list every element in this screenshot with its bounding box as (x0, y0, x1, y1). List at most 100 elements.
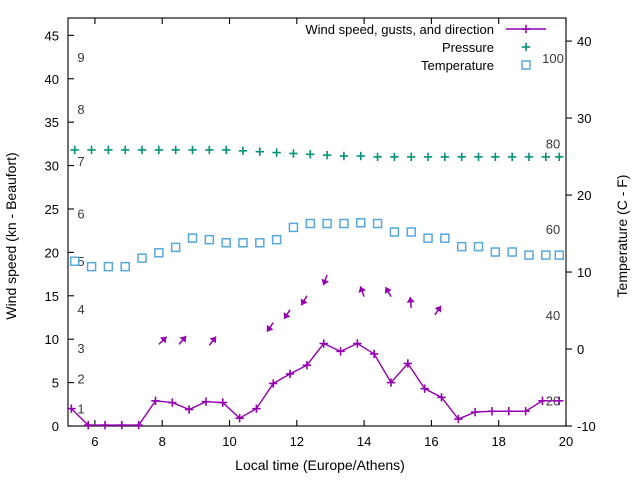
wind-direction-arrow-icon (406, 296, 415, 309)
beaufort-label: 9 (77, 50, 84, 65)
y-axis-title: Wind speed (kn - Beaufort) (3, 152, 19, 319)
x-tick-label: 16 (424, 434, 438, 449)
series-plus (70, 145, 564, 162)
y-tick-label: 40 (45, 72, 59, 87)
square-marker (120, 261, 130, 272)
square-marker (238, 238, 248, 248)
y-tick-label: 30 (45, 159, 59, 174)
square-marker (372, 218, 383, 229)
beaufort-label: 8 (77, 102, 84, 117)
x-tick-label: 10 (222, 434, 236, 449)
square-marker (521, 60, 531, 70)
beaufort-label: 3 (77, 341, 84, 356)
y-tick-label: 10 (45, 332, 59, 347)
square-marker (322, 218, 332, 229)
arrow-head (266, 324, 274, 332)
x-tick-label: 14 (357, 434, 371, 449)
wind-direction-arrow-icon (266, 322, 274, 333)
square-marker (69, 256, 80, 267)
legend-label: Temperature (421, 58, 494, 73)
arrow-head (283, 312, 291, 319)
square-marker (137, 253, 147, 263)
square-marker (255, 238, 265, 248)
square-marker (423, 233, 433, 243)
square-marker (86, 261, 97, 272)
square-marker (221, 238, 231, 248)
beaufort-label: 7 (77, 154, 84, 169)
axis-titles: Wind speed (kn - Beaufort) Temperature (… (3, 152, 630, 473)
square-marker (305, 218, 316, 229)
beaufort-label: 1 (77, 402, 84, 417)
y2-tick-label: 30 (577, 111, 591, 126)
square-marker (187, 233, 198, 243)
x-tick-label: 20 (559, 434, 573, 449)
y2-tick-label: 0 (577, 342, 584, 357)
x-tick-label: 18 (491, 434, 505, 449)
wind-direction-arrow-icon (283, 309, 291, 320)
wind-direction-layer (158, 274, 442, 346)
y-tick-label: 15 (45, 289, 59, 304)
y-tick-label: 25 (45, 202, 59, 217)
fahrenheit-label: 100 (542, 51, 564, 66)
y2-axis-title: Temperature (C - F) (614, 175, 630, 298)
square-marker (103, 261, 114, 272)
wind-direction-arrow-icon (178, 335, 187, 345)
arrow-head (434, 305, 442, 313)
legend-label: Pressure (442, 40, 494, 55)
square-marker (154, 248, 164, 258)
y2-tick-label: 10 (577, 265, 591, 280)
series-square (69, 218, 565, 272)
square-marker (507, 247, 517, 257)
arrow-head (300, 298, 308, 306)
square-marker (271, 234, 282, 245)
square-marker (541, 250, 551, 260)
x-tick-label: 12 (290, 434, 304, 449)
legend: Wind speed, gusts, and direction Pressure… (305, 22, 546, 73)
x-tick-label: 8 (159, 434, 166, 449)
square-marker (490, 247, 501, 257)
arrow-head (321, 278, 329, 286)
square-marker (288, 222, 299, 233)
x-axis-title: Local time (Europe/Athens) (235, 457, 405, 473)
square-marker (389, 227, 400, 237)
square-marker (554, 250, 565, 260)
square-marker (473, 241, 484, 252)
beaufort-label: 6 (77, 206, 84, 221)
y-tick-label: 35 (45, 115, 59, 130)
legend-marker (521, 60, 531, 70)
wind-direction-arrow-icon (158, 336, 168, 345)
beaufort-label: 4 (77, 302, 84, 317)
y-tick-label: 0 (52, 419, 59, 434)
square-marker (524, 250, 534, 260)
arrow-head (358, 286, 366, 293)
fahrenheit-label: 60 (546, 222, 560, 237)
fahrenheit-label: 80 (546, 136, 560, 151)
square-marker (456, 241, 467, 252)
y-tick-label: 45 (45, 28, 59, 43)
y2-tick-label: 40 (577, 34, 591, 49)
series-plus-line (67, 339, 564, 430)
wind-direction-arrow-icon (384, 286, 392, 298)
y2-tick-label: -10 (577, 419, 596, 434)
wind-direction-arrow-icon (358, 286, 366, 297)
square-marker (440, 233, 450, 243)
plot-frame (67, 17, 567, 427)
y-tick-label: 20 (45, 245, 59, 260)
wind-direction-arrow-icon (300, 295, 308, 306)
beaufort-label: 5 (77, 254, 84, 269)
x-tick-label: 6 (91, 434, 98, 449)
square-marker (406, 227, 416, 237)
arrow-head (159, 336, 167, 344)
wind-direction-arrow-icon (208, 336, 217, 346)
series-line (70, 342, 560, 426)
legend-label: Wind speed, gusts, and direction (305, 22, 494, 37)
legend-marker (521, 42, 531, 52)
wind-direction-arrow-icon (434, 305, 442, 316)
beaufort-label: 2 (77, 371, 84, 386)
square-marker (170, 242, 181, 253)
y-tick-label: 5 (52, 376, 59, 391)
legend-marker (506, 24, 546, 34)
